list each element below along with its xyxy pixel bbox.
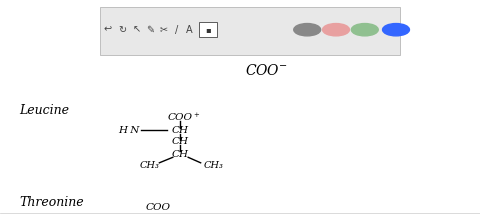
Text: ↩: ↩ xyxy=(104,25,112,35)
Text: +: + xyxy=(193,111,199,119)
Text: ✂: ✂ xyxy=(160,25,168,35)
Text: CH₃: CH₃ xyxy=(204,161,224,170)
Text: ↖: ↖ xyxy=(133,25,141,35)
Text: ✎: ✎ xyxy=(146,25,154,35)
Text: H N: H N xyxy=(118,126,139,135)
Text: ↻: ↻ xyxy=(119,25,126,35)
Circle shape xyxy=(351,24,378,36)
Text: CH: CH xyxy=(171,150,189,158)
Text: CH: CH xyxy=(171,126,189,135)
Bar xyxy=(100,7,400,55)
Text: CH₃: CH₃ xyxy=(140,161,160,170)
Text: $\mathregular{COO^{-}}$: $\mathregular{COO^{-}}$ xyxy=(245,63,288,78)
Text: A: A xyxy=(186,25,193,35)
Text: COO: COO xyxy=(168,113,192,122)
Circle shape xyxy=(294,24,321,36)
Text: /: / xyxy=(175,25,178,35)
Circle shape xyxy=(383,24,409,36)
Text: CH: CH xyxy=(171,138,189,146)
Text: ▪: ▪ xyxy=(205,25,211,34)
Bar xyxy=(199,22,217,37)
Text: COO: COO xyxy=(146,204,171,212)
Circle shape xyxy=(323,24,349,36)
Text: Threonine: Threonine xyxy=(19,196,84,209)
Text: Leucine: Leucine xyxy=(19,103,69,117)
